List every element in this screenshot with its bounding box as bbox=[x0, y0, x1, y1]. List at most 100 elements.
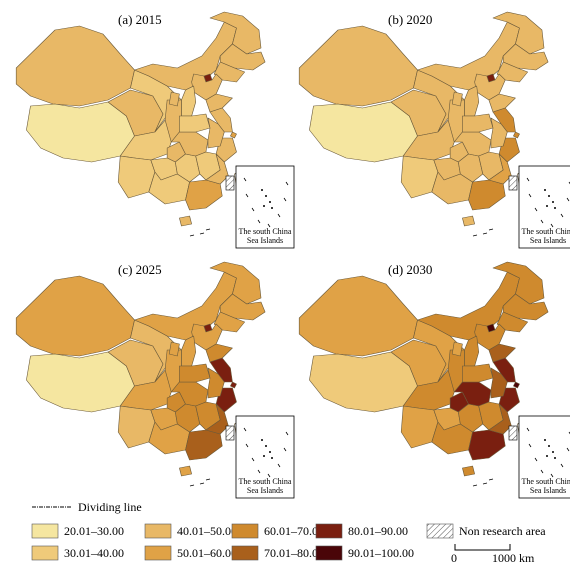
inset-boundary-dash bbox=[528, 193, 532, 198]
coastal-island-mark bbox=[205, 478, 211, 481]
coastal-island-mark bbox=[189, 484, 195, 487]
island-dot bbox=[263, 455, 265, 457]
island-dot bbox=[265, 195, 267, 197]
region-xinjiang bbox=[298, 25, 418, 107]
scale-bar: 0 1000 km bbox=[451, 544, 535, 565]
panel-title: (c) 2025 bbox=[118, 262, 162, 277]
region-ningxia bbox=[168, 341, 180, 357]
legend-class-8: 90.01–100.00 bbox=[315, 545, 414, 561]
region-heilongjiang bbox=[209, 11, 262, 55]
legend-class-label: 90.01–100.00 bbox=[348, 546, 414, 560]
region-fujian bbox=[488, 403, 512, 435]
legend-class-label: 30.01–40.00 bbox=[64, 546, 124, 560]
island-dot bbox=[546, 205, 548, 207]
legend-class-2: 30.01–40.00 bbox=[31, 545, 124, 561]
region-jilin bbox=[219, 293, 266, 321]
inset-boundary-dash bbox=[560, 463, 564, 468]
inset-boundary-dash bbox=[267, 223, 271, 228]
inset-boundary-dash bbox=[566, 197, 570, 202]
region-shandong bbox=[488, 343, 516, 363]
region-heilongjiang bbox=[492, 11, 545, 55]
region-tibet bbox=[26, 101, 135, 163]
inset-caption: Sea Islands bbox=[247, 486, 283, 495]
inset-boundary-dash bbox=[550, 473, 554, 478]
region-liaoning bbox=[496, 311, 528, 333]
inset-boundary-dash bbox=[277, 213, 281, 218]
region-hainan bbox=[179, 465, 192, 477]
inset-boundary-dash bbox=[528, 443, 532, 448]
inset-boundary-dash bbox=[245, 193, 249, 198]
region-ningxia bbox=[168, 91, 180, 107]
non-research-legend: Non research area bbox=[426, 523, 546, 539]
region-shanxi bbox=[464, 335, 480, 367]
region-shanghai bbox=[230, 131, 237, 139]
island-dot bbox=[552, 451, 554, 453]
inset-boundary-dash bbox=[283, 197, 287, 202]
legend-class-4: 50.01–60.00 bbox=[144, 545, 237, 561]
region-liaoning bbox=[496, 61, 528, 83]
region-shanghai bbox=[230, 381, 237, 389]
inset-boundary-dash bbox=[568, 181, 570, 185]
coastal-island-mark bbox=[488, 478, 494, 481]
island-dot bbox=[548, 195, 550, 197]
inset-boundary-dash bbox=[283, 447, 287, 452]
region-ningxia bbox=[451, 91, 463, 107]
region-xinjiang bbox=[15, 25, 135, 107]
region-zhejiang bbox=[215, 137, 237, 163]
inset-boundary-dash bbox=[540, 219, 544, 224]
legend-class-label: 70.01–80.00 bbox=[264, 546, 324, 560]
taiwan-non-research bbox=[225, 425, 235, 441]
region-guangdong bbox=[468, 179, 506, 211]
region-hainan bbox=[462, 215, 475, 227]
region-liaoning bbox=[213, 311, 245, 333]
region-liaoning bbox=[213, 61, 245, 83]
coastal-island-mark bbox=[472, 234, 478, 237]
coastal-island-mark bbox=[488, 228, 494, 231]
region-guangdong bbox=[185, 429, 223, 461]
legend-class-label: 20.01–30.00 bbox=[64, 524, 124, 538]
inset-frame bbox=[235, 415, 295, 499]
non-research-label: Non research area bbox=[459, 524, 546, 538]
inset-caption: The south China bbox=[522, 477, 570, 486]
region-henan bbox=[462, 363, 494, 383]
legend-class-label: 80.01–90.00 bbox=[348, 524, 408, 538]
inset-boundary-dash bbox=[245, 443, 249, 448]
inset-boundary-dash bbox=[566, 447, 570, 452]
island-dot bbox=[269, 451, 271, 453]
region-xinjiang bbox=[298, 275, 418, 357]
inset-boundary-dash bbox=[251, 207, 255, 212]
island-dot bbox=[546, 455, 548, 457]
island-dot bbox=[544, 189, 546, 191]
region-henan bbox=[179, 363, 211, 383]
region-tibet bbox=[309, 101, 418, 163]
scale-start: 0 bbox=[451, 551, 457, 565]
coastal-island-mark bbox=[482, 232, 488, 235]
legend-class-5: 60.01–70.00 bbox=[231, 523, 324, 539]
inset-boundary-dash bbox=[540, 469, 544, 474]
island-dot bbox=[554, 457, 556, 459]
panel-title: (b) 2020 bbox=[388, 12, 432, 27]
region-fujian bbox=[488, 153, 512, 185]
region-shandong bbox=[205, 343, 233, 363]
dividing-line-label: Dividing line bbox=[78, 500, 142, 514]
region-anhui bbox=[490, 367, 508, 399]
inset-boundary-dash bbox=[257, 219, 261, 224]
region-hainan bbox=[179, 215, 192, 227]
island-dot bbox=[548, 445, 550, 447]
inset-boundary-dash bbox=[550, 223, 554, 228]
inset-frame bbox=[518, 415, 570, 499]
island-dot bbox=[544, 439, 546, 441]
region-zhejiang bbox=[498, 387, 520, 413]
region-anhui bbox=[207, 117, 225, 149]
region-shanghai bbox=[513, 131, 520, 139]
inset-caption: Sea Islands bbox=[530, 236, 566, 245]
inset-boundary-dash bbox=[243, 177, 247, 182]
taiwan-non-research bbox=[225, 175, 235, 191]
map-legend: Dividing line 20.01–30.00 30.01–40.00 40… bbox=[31, 500, 546, 565]
coastal-island-mark bbox=[199, 232, 205, 235]
legend-class-label: 50.01–60.00 bbox=[177, 546, 237, 560]
region-shanxi bbox=[181, 335, 197, 367]
